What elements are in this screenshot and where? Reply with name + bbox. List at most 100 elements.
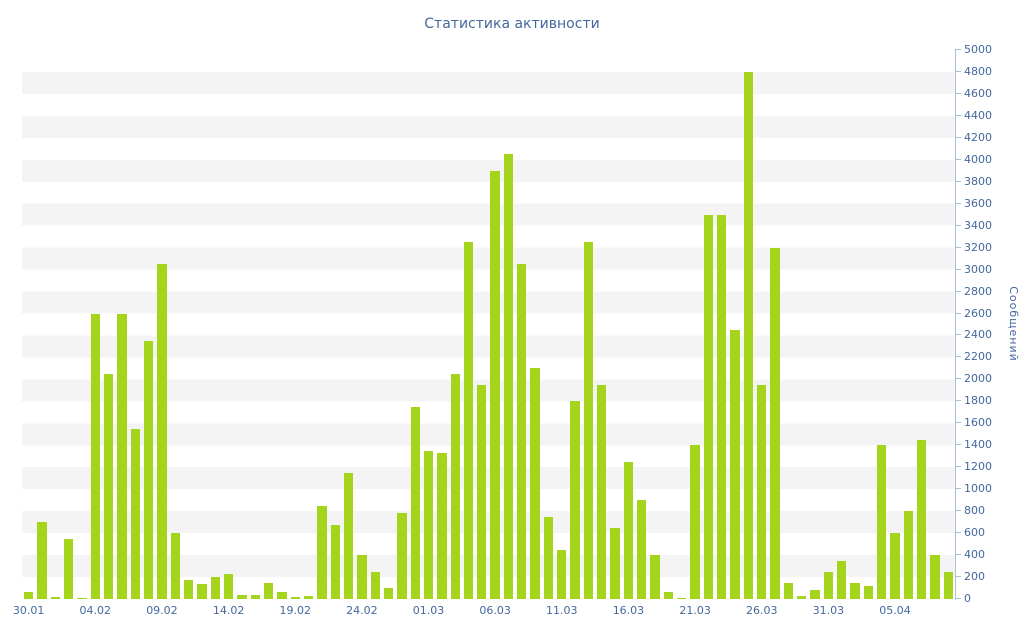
- bar-23.03: [717, 214, 727, 599]
- y-tick-mark: [955, 510, 961, 512]
- bar-cell: [62, 50, 75, 599]
- bar-01.04: [837, 560, 847, 599]
- y-tick-label: 200: [964, 570, 985, 584]
- y-tick-mark: [955, 158, 961, 160]
- bar-cell: [822, 50, 835, 599]
- x-tick-label: 11.03: [546, 604, 578, 617]
- bar-07.04: [916, 439, 927, 599]
- bar-cell: [502, 50, 515, 599]
- bar-cell: [902, 50, 915, 599]
- y-tick-mark: [955, 290, 961, 292]
- y-axis-ticks: [955, 49, 961, 599]
- bar-01.02: [50, 596, 60, 599]
- bar-06.03: [490, 170, 500, 599]
- bar-24.02: [357, 555, 367, 599]
- y-tick-label: 1200: [964, 460, 992, 474]
- bar-11.03: [557, 549, 567, 599]
- y-tick-label: 1600: [964, 416, 992, 430]
- y-tick-mark: [955, 334, 961, 336]
- y-tick-label: 3000: [964, 262, 992, 276]
- bar-cell: [675, 50, 688, 599]
- bar-cell: [542, 50, 555, 599]
- bar-cell: [409, 50, 422, 599]
- bar-cell: [835, 50, 848, 599]
- bar-cell: [315, 50, 328, 599]
- bar-05.04: [890, 533, 900, 599]
- bar-04.02: [90, 313, 100, 599]
- y-tick-mark: [955, 466, 961, 468]
- bar-20.02: [303, 595, 314, 599]
- bar-cell: [302, 50, 315, 599]
- bar-cell: [182, 50, 195, 599]
- y-tick-label: 4200: [964, 130, 992, 144]
- y-tick-mark: [955, 180, 961, 182]
- bar-cell: [422, 50, 435, 599]
- y-tick-mark: [955, 224, 961, 226]
- y-tick-mark: [955, 532, 961, 534]
- y-tick-label: 600: [964, 526, 985, 540]
- bar-cell: [209, 50, 222, 599]
- bar-12.03: [570, 401, 580, 599]
- y-tick-mark: [955, 312, 961, 314]
- bar-cell: [462, 50, 475, 599]
- bar-cell: [35, 50, 48, 599]
- bar-cell: [382, 50, 395, 599]
- y-tick-label: 1400: [964, 438, 992, 452]
- y-tick-label: 4400: [964, 108, 992, 122]
- bar-cell: [355, 50, 368, 599]
- bar-10.02: [170, 533, 180, 599]
- bar-cell: [169, 50, 182, 599]
- bar-cell: [622, 50, 635, 599]
- bar-15.03: [610, 527, 620, 599]
- bar-24.03: [730, 330, 740, 599]
- x-tick-label: 14.02: [212, 604, 245, 617]
- bar-09.04: [943, 571, 953, 599]
- y-tick-label: 2000: [964, 372, 992, 386]
- bar-18.03: [650, 555, 660, 599]
- bar-cell: [555, 50, 568, 599]
- bar-17.02: [263, 582, 274, 599]
- bar-cell: [635, 50, 648, 599]
- bar-12.02: [197, 583, 207, 599]
- bar-26.03: [757, 384, 767, 599]
- bar-cell: [942, 50, 955, 599]
- bar-05.03: [477, 384, 487, 599]
- bar-03.02: [77, 597, 87, 599]
- bar-cell: [688, 50, 701, 599]
- bar-cell: [568, 50, 581, 599]
- y-tick-label: 5000: [964, 43, 992, 56]
- bar-cell: [582, 50, 595, 599]
- bar-cell: [528, 50, 541, 599]
- bar-14.03: [597, 384, 607, 599]
- bar-cell: [395, 50, 408, 599]
- y-tick-mark: [955, 576, 961, 578]
- bar-cell: [488, 50, 501, 599]
- y-tick-mark: [955, 488, 961, 490]
- bar-cell: [742, 50, 755, 599]
- y-tick-mark: [955, 356, 961, 358]
- bar-20.03: [677, 597, 687, 599]
- bar-03.03: [450, 373, 460, 599]
- bar-21.03: [690, 445, 700, 599]
- bar-cell: [875, 50, 888, 599]
- bar-cell: [888, 50, 901, 599]
- bar-cell: [102, 50, 115, 599]
- y-tick-mark: [955, 268, 961, 270]
- bar-cell: [262, 50, 275, 599]
- bar-cell: [22, 50, 35, 599]
- y-axis-title: Сообщений: [1007, 286, 1020, 362]
- y-tick-label: 2400: [964, 328, 992, 342]
- bar-cell: [89, 50, 102, 599]
- y-tick-label: 2200: [964, 350, 992, 364]
- bar-cell: [369, 50, 382, 599]
- bar-08.02: [143, 340, 154, 599]
- bar-cell: [275, 50, 288, 599]
- bar-07.03: [503, 154, 514, 599]
- y-tick-label: 4800: [964, 64, 992, 78]
- bar-cell: [782, 50, 795, 599]
- bar-28.03: [783, 582, 794, 599]
- bar-cell: [289, 50, 302, 599]
- bar-cell: [195, 50, 208, 599]
- bar-cell: [515, 50, 528, 599]
